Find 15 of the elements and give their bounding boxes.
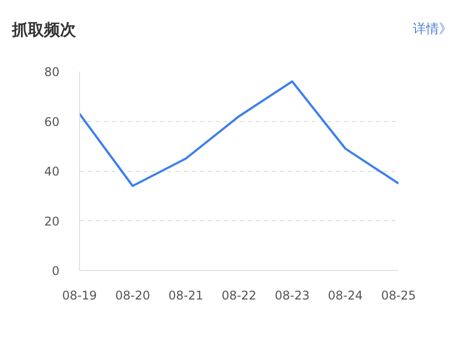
y-tick-label: 80 (44, 65, 60, 79)
y-tick-label: 40 (44, 164, 60, 178)
line-series (80, 80, 398, 188)
x-tick-label: 08-21 (168, 288, 204, 302)
x-tick-label: 08-20 (115, 288, 150, 302)
text: 详情》 (413, 21, 452, 40)
x-tick-label: 08-19 (62, 288, 97, 302)
y-tick-label: 0 (52, 264, 60, 278)
y-tick-label: 60 (44, 114, 60, 129)
chart-title: 抓取频次 (12, 19, 76, 41)
y-tick-label: 20 (44, 214, 60, 228)
x-tick-label: 08-24 (328, 288, 363, 302)
x-tick-label: 08-25 (381, 288, 416, 302)
x-tick-label: 08-23 (274, 288, 310, 302)
x-tick-label: 08-22 (222, 288, 256, 302)
